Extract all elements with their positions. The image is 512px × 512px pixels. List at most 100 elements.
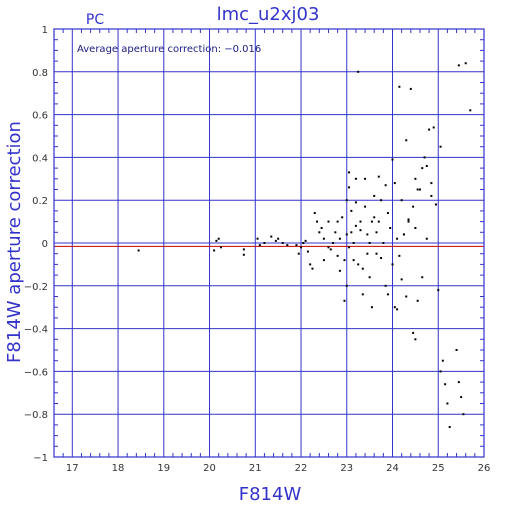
data-point [322,237,325,240]
y-tick-label: −0.4 [24,325,48,336]
data-point [281,242,284,244]
y-tick-label: −0.8 [24,410,48,421]
data-point [295,244,298,247]
data-point [432,126,435,129]
data-point [327,220,330,223]
data-point [416,188,419,191]
data-point [384,184,387,187]
data-point [384,284,387,287]
reference-lines [54,242,484,247]
data-point [414,227,417,230]
data-point [357,263,360,266]
data-point [412,331,415,334]
data-point [393,182,396,185]
data-point [304,239,307,242]
data-point [270,235,273,238]
x-tick-label: 24 [386,463,399,474]
data-point [391,263,394,266]
x-tick-label: 19 [157,463,170,474]
data-point [336,254,339,257]
data-point [302,242,305,244]
data-point [345,284,348,287]
data-point [338,237,341,240]
data-point [412,205,415,208]
data-point [389,227,392,230]
data-point [398,254,401,257]
data-point [242,253,245,256]
data-point [318,231,321,234]
data-point [380,256,383,259]
data-point [391,158,394,161]
data-point [316,220,319,223]
ticks: 17 18 19 20 21 22 23 24 25 26 1 0.8 0.6 0.4 0.2 0 −0.2 −0… [24,25,491,474]
data-point [137,249,140,252]
x-tick-label: 18 [112,463,125,474]
annotation: Average aperture correction: −0.016 [77,44,261,55]
data-point [313,212,316,215]
data-point [354,177,357,180]
data-point [405,139,408,142]
data-point [350,231,353,234]
data-point [352,242,355,244]
data-point [345,199,348,202]
data-point [350,209,353,212]
data-point [345,233,348,236]
data-point [274,239,277,242]
data-point [423,156,426,159]
data-point [348,171,351,174]
data-point [421,276,424,279]
data-point [430,194,433,197]
data-point [357,70,360,73]
data-point [361,267,364,270]
data-point [375,252,378,255]
data-point [311,267,314,270]
y-tick-label: 0.2 [32,196,48,207]
data-point [329,248,332,251]
data-point [286,244,289,247]
data-point [320,227,323,230]
data-point [352,259,355,262]
data-point [377,175,380,178]
data-point [366,233,369,236]
data-point [359,220,362,223]
data-point [421,167,424,170]
data-point [416,299,419,302]
data-points [137,62,472,429]
data-point [400,278,403,281]
data-point [464,62,467,65]
x-tick-label: 21 [249,463,262,474]
data-point [386,293,389,296]
x-tick-label: 22 [295,463,308,474]
data-point [343,299,346,302]
data-point [354,201,357,204]
data-point [277,237,280,240]
data-point [217,237,220,240]
data-point [343,259,346,262]
data-point [215,239,218,242]
x-tick-label: 26 [478,463,491,474]
y-tick-label: −1 [33,453,48,464]
data-point [457,64,460,67]
data-point [332,242,335,244]
data-point [322,259,325,262]
x-tick-label: 17 [66,463,79,474]
data-point [366,252,369,255]
x-tick-label: 23 [340,463,353,474]
corner-label: PC [86,12,104,28]
data-point [256,237,259,240]
data-point [364,205,367,208]
data-point [359,229,362,232]
data-point [380,199,383,202]
data-point [402,233,405,236]
y-tick-label: 0 [42,239,48,250]
y-tick-label: −0.2 [24,282,48,293]
x-axis-label: F814W [239,484,302,505]
data-point [309,263,312,266]
data-point [396,308,399,311]
data-point [370,306,373,309]
data-point [434,203,437,206]
x-tick-label: 20 [203,463,216,474]
data-point [373,194,376,197]
chart-title: lmc_u2xj03 [217,4,320,25]
